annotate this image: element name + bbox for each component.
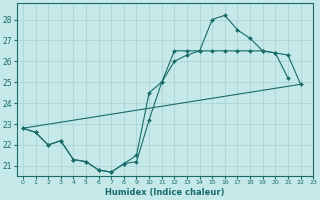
X-axis label: Humidex (Indice chaleur): Humidex (Indice chaleur) xyxy=(105,188,225,197)
